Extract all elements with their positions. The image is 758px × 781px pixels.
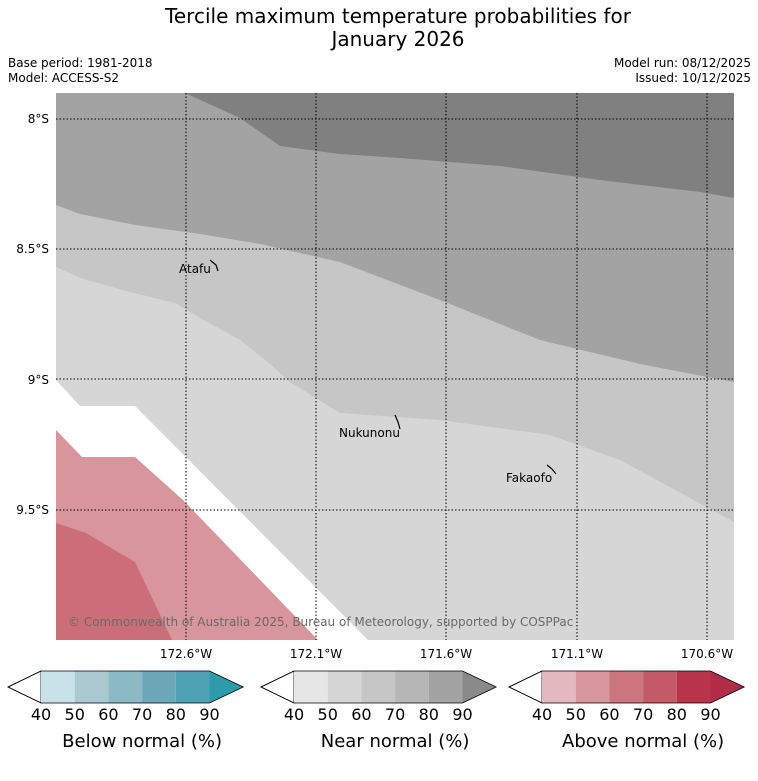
meta-left: Base period: 1981-2018 Model: ACCESS-S2: [8, 56, 153, 86]
colorbar-cell: [361, 671, 396, 703]
colorbar-near-normal: 40 50 60 70 80 90 Near normal (%): [260, 670, 498, 752]
colorbar-tick-label: 90: [452, 705, 472, 724]
title-line-2: January 2026: [331, 27, 465, 51]
colorbar-tick-label: 50: [65, 705, 85, 724]
colorbar-tick-label: 60: [98, 705, 118, 724]
colorbar-tick-label: 70: [633, 705, 653, 724]
colorbar-cell: [575, 671, 610, 703]
colorbar-tick-label: 90: [199, 705, 219, 724]
colorbar-tick-label: 50: [318, 705, 338, 724]
atolls: [209, 259, 557, 475]
colorbar-under-triangle: [260, 670, 295, 704]
colorbar-under-triangle: [508, 670, 543, 704]
colorbar-over-triangle: [462, 671, 497, 703]
issued-date: Issued: 10/12/2025: [635, 71, 751, 85]
lon-label-171-6w: 171.6°W: [420, 647, 472, 661]
colorbar-tick-label: 40: [284, 705, 304, 724]
atafu-outline: [209, 259, 219, 272]
copyright-notice: © Commonwealth of Australia 2025, Bureau…: [68, 615, 573, 629]
colorbar-cell: [643, 671, 677, 703]
colorbar-cell: [676, 671, 711, 703]
colorbar-outline: [260, 670, 498, 704]
colorbar-cell: [175, 671, 210, 703]
lat-label-8-5s: 8.5°S: [16, 242, 49, 256]
colorbar-cell: [609, 671, 644, 703]
colorbar-outline: [7, 670, 245, 704]
lon-label-170-6w: 170.6°W: [681, 647, 733, 661]
map-title: Tercile maximum temperature probabilitie…: [0, 5, 758, 51]
colorbar-cell: [542, 671, 576, 703]
base-period: Base period: 1981-2018: [8, 56, 153, 70]
colorbar-title: Below normal (%): [62, 731, 222, 752]
lat-tick-labels: 8°S 8.5°S 9°S 9.5°S: [16, 112, 49, 517]
colorbar-tick-label: 50: [566, 705, 586, 724]
colorbar-title: Above normal (%): [562, 731, 724, 752]
colorbar-cell: [108, 671, 143, 703]
colorbar-tick-label: 80: [166, 705, 186, 724]
place-atafu: Atafu: [179, 262, 211, 276]
nukunonu-outline: [394, 414, 401, 430]
lon-label-172-6w: 172.6°W: [160, 647, 212, 661]
colorbar-title: Near normal (%): [321, 731, 470, 752]
title-line-1: Tercile maximum temperature probabilitie…: [165, 4, 631, 28]
colorbar-over-triangle: [209, 671, 244, 703]
colorbar-cell: [142, 671, 176, 703]
fakaofo-outline: [546, 464, 557, 475]
lon-label-172-1w: 172.1°W: [290, 647, 342, 661]
colorbar-over-triangle: [710, 671, 745, 703]
colorbar-under-triangle: [7, 670, 42, 704]
place-fakaofo: Fakaofo: [506, 471, 552, 485]
colorbar-tick-label: 40: [31, 705, 51, 724]
colorbar-tick-label: 60: [351, 705, 371, 724]
colorbar-tick-label: 70: [132, 705, 152, 724]
model-run: Model run: 08/12/2025: [613, 56, 751, 70]
colorbar-cell: [327, 671, 362, 703]
colorbar-cell: [74, 671, 109, 703]
colorbar-cell: [294, 671, 328, 703]
meta-right: Model run: 08/12/2025 Issued: 10/12/2025: [614, 56, 751, 86]
model-name: Model: ACCESS-S2: [8, 71, 120, 85]
colorbar-cell: [395, 671, 429, 703]
place-nukunonu: Nukunonu: [339, 426, 400, 440]
colorbar-tick-label: 40: [532, 705, 552, 724]
colorbar-outline: [508, 670, 746, 704]
lat-label-8s: 8°S: [28, 112, 49, 126]
colorbar-cell: [41, 671, 75, 703]
colorbar-legends: 40 50 60 70 80 90 Below normal (%) 40 50 60 70 80 90…: [7, 670, 746, 752]
colorbar-tick-label: 60: [599, 705, 619, 724]
colorbar-cell: [428, 671, 463, 703]
lat-label-9s: 9°S: [28, 373, 49, 387]
colorbar-tick-label: 70: [385, 705, 405, 724]
lon-label-171-1w: 171.1°W: [551, 647, 603, 661]
probability-fill: [56, 93, 734, 640]
colorbar-tick-label: 80: [667, 705, 687, 724]
colorbar-above-normal: 40 50 60 70 80 90 Above normal (%): [508, 670, 746, 752]
zone-above-60: [56, 523, 172, 640]
lon-tick-labels: 172.6°W 172.1°W 171.6°W 171.1°W 170.6°W: [160, 647, 733, 661]
graticule: [56, 93, 734, 640]
colorbar-below-normal: 40 50 60 70 80 90 Below normal (%): [7, 670, 245, 752]
colorbar-tick-label: 80: [419, 705, 439, 724]
place-labels: Atafu Nukunonu Fakaofo: [179, 262, 552, 485]
colorbar-tick-label: 90: [700, 705, 720, 724]
lat-label-9-5s: 9.5°S: [16, 503, 49, 517]
